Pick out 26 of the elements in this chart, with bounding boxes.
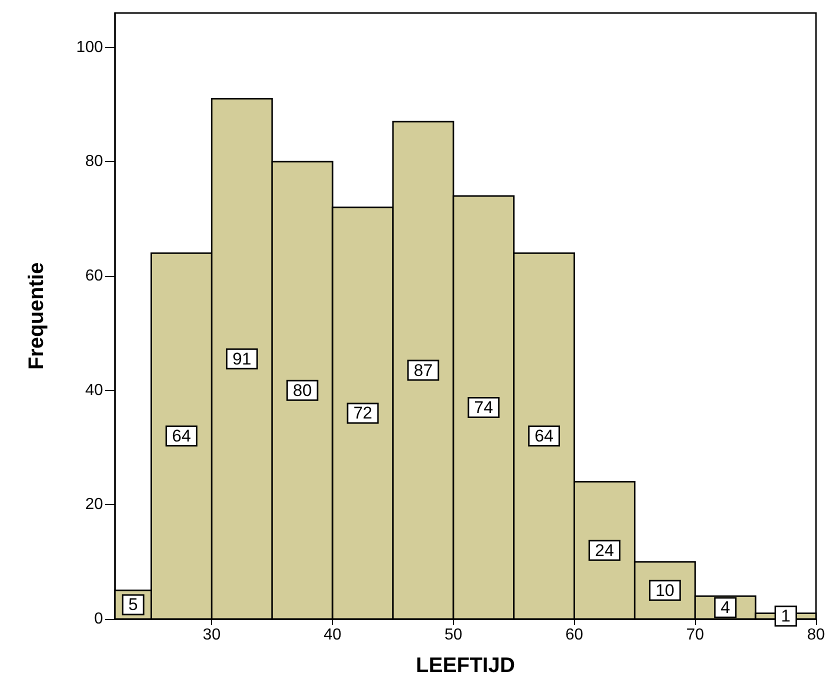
data-label: 10 bbox=[655, 580, 674, 600]
y-tick-label: 40 bbox=[85, 382, 104, 399]
data-label: 1 bbox=[781, 606, 791, 626]
data-label: 24 bbox=[595, 540, 614, 560]
y-tick-label: 60 bbox=[85, 267, 104, 284]
x-axis-title: LEEFTIJD bbox=[416, 654, 516, 677]
data-label: 72 bbox=[353, 404, 372, 423]
y-tick-label: 20 bbox=[85, 496, 104, 514]
data-label: 5 bbox=[128, 595, 138, 614]
data-label: 4 bbox=[720, 598, 730, 618]
data-label: 64 bbox=[534, 426, 554, 446]
x-tick-label: 40 bbox=[324, 626, 342, 644]
x-tick-label: 30 bbox=[202, 626, 221, 644]
y-axis-title: Frequentie bbox=[25, 262, 48, 370]
data-label: 64 bbox=[172, 426, 191, 446]
x-tick-label: 80 bbox=[807, 626, 825, 644]
data-label: 91 bbox=[232, 349, 252, 368]
y-tick-label: 0 bbox=[94, 610, 104, 628]
x-tick-label: 60 bbox=[565, 626, 584, 644]
data-label: 80 bbox=[292, 380, 312, 400]
y-tick-label: 80 bbox=[85, 153, 104, 170]
data-label: 74 bbox=[474, 398, 494, 417]
y-tick-label: 100 bbox=[76, 38, 104, 56]
x-tick-label: 70 bbox=[686, 626, 704, 644]
data-label: 87 bbox=[414, 360, 433, 380]
x-tick-label: 50 bbox=[444, 626, 462, 644]
